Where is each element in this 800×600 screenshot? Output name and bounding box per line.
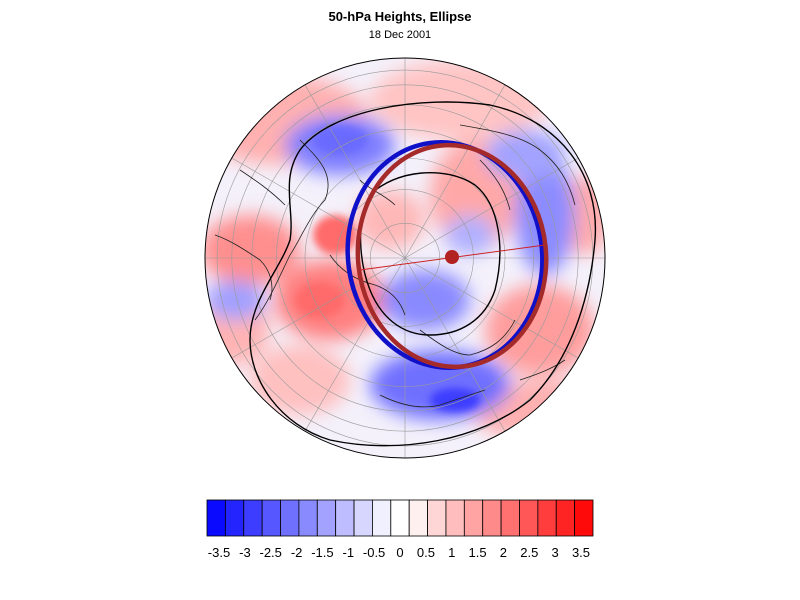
colorbar-tick-label: -1.5 <box>311 545 333 560</box>
colorbar-labels: -3.5 -3 -2.5 -2 -1.5 -1 -0.5 0 0.5 1 1.5 2 2.5 3 3.5 <box>208 545 590 560</box>
colorbar-box <box>574 499 594 537</box>
colorbar-box <box>316 499 337 537</box>
colorbar-tick-label: 1.5 <box>469 545 487 560</box>
colorbar-box <box>427 499 447 537</box>
longitude-line <box>304 84 406 259</box>
longitude-line <box>404 257 579 359</box>
height-contours <box>249 101 597 447</box>
ellipse-red <box>355 142 549 370</box>
graticule <box>205 58 605 458</box>
colorbar-tick-label: -2.5 <box>259 545 281 560</box>
colorbar-tick-label: 2.5 <box>520 545 538 560</box>
colorbar-box <box>408 499 428 537</box>
colorbar-box <box>335 499 355 537</box>
globe-outline <box>204 57 606 459</box>
longitude-line <box>304 257 406 432</box>
colorbar-box <box>243 499 263 537</box>
colorbar-tick-label: 3.5 <box>572 545 590 560</box>
colorbar-box <box>482 499 502 537</box>
colorbar-box <box>463 499 484 537</box>
colorbar-box <box>500 499 520 537</box>
colorbar-box <box>206 499 226 537</box>
colorbar-tick-label: 2 <box>500 545 507 560</box>
longitude-line <box>404 84 506 259</box>
ellipse-fits <box>345 140 549 370</box>
colorbar-tick-label: 3 <box>551 545 558 560</box>
colorbar-boxes <box>206 499 594 537</box>
colorbar-box <box>555 499 576 537</box>
colorbar-box <box>224 499 245 537</box>
longitude-line <box>404 257 506 432</box>
colorbar-tick-label: 0 <box>396 545 403 560</box>
colorbar-tick-label: 1 <box>448 545 455 560</box>
chart-date: 18 Dec 2001 <box>368 29 432 41</box>
colorbar-box <box>280 499 300 537</box>
colorbar-tick-label: -1 <box>343 545 355 560</box>
colorbar-tick-label: -3.5 <box>208 545 230 560</box>
colorbar-box <box>390 499 410 537</box>
anomaly-field <box>205 58 605 458</box>
colorbar-tick-label: 0.5 <box>417 545 435 560</box>
colorbar-box <box>445 499 465 537</box>
colorbar-box <box>519 499 539 537</box>
colorbar-box <box>298 499 318 537</box>
ellipse-center <box>445 250 459 264</box>
colorbar-box <box>537 499 557 537</box>
colorbar-tick-label: -3 <box>239 545 251 560</box>
colorbar-tick-label: -0.5 <box>363 545 385 560</box>
coastlines <box>214 124 576 408</box>
colorbar-box <box>372 499 392 537</box>
chart-title: 50-hPa Heights, Ellipse <box>328 9 472 24</box>
colorbar-box <box>353 499 373 537</box>
colorbar-tick-label: -2 <box>291 545 303 560</box>
colorbar-box <box>261 499 281 537</box>
longitude-line <box>231 257 406 359</box>
